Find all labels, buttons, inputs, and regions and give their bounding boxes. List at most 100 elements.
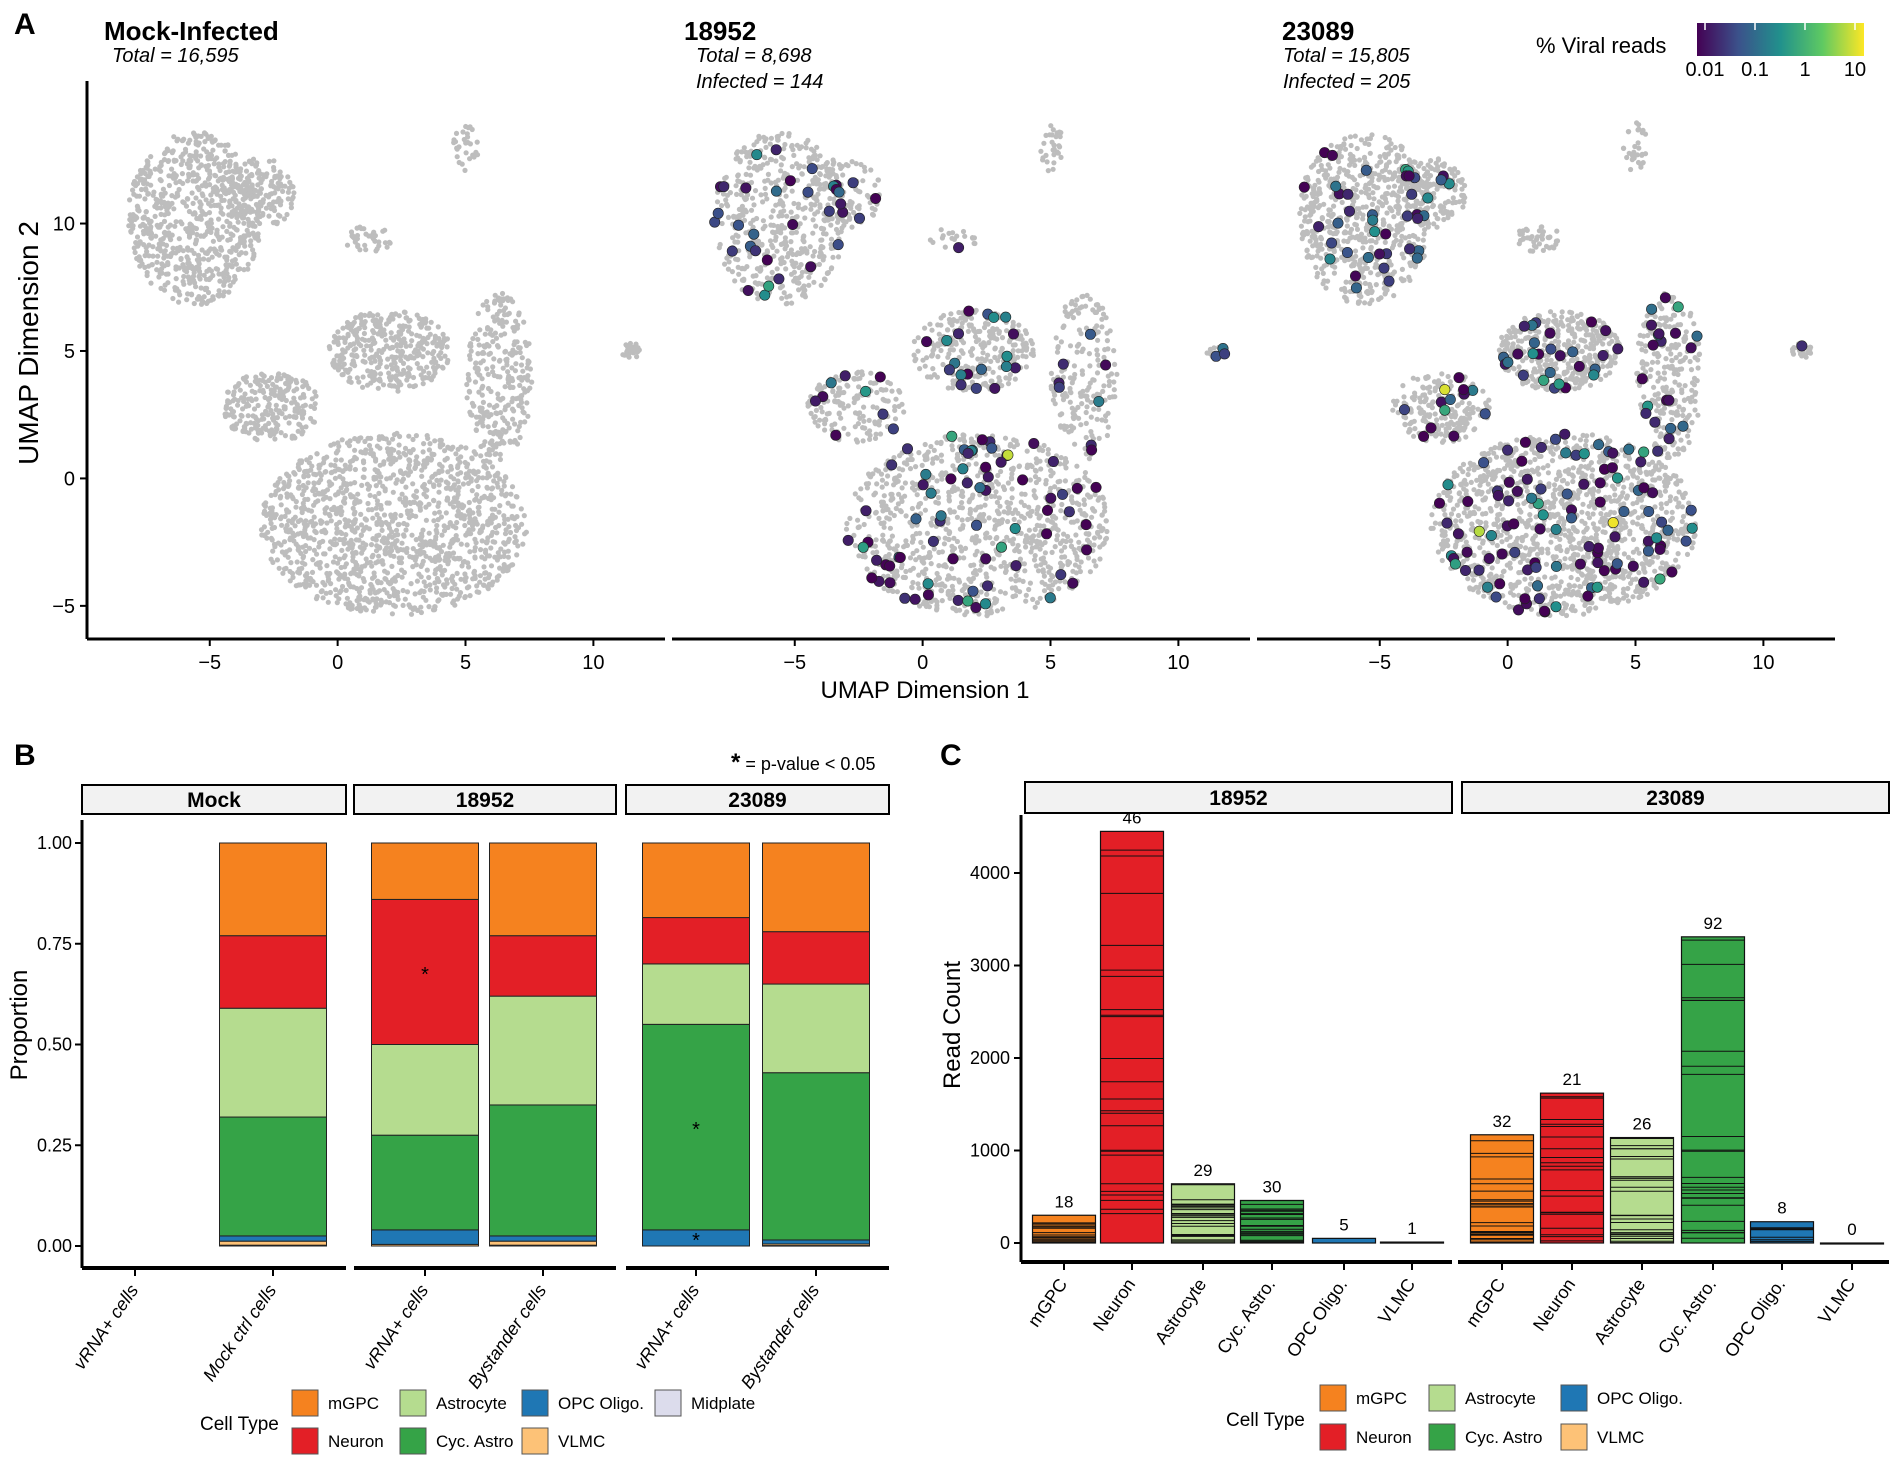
umap-cell-point <box>294 559 300 565</box>
umap-cell-point <box>992 354 998 360</box>
umap-cell-point <box>456 593 462 599</box>
umap-cell-point <box>219 234 225 240</box>
umap-cell-point <box>769 242 775 248</box>
umap-cell-point <box>497 554 503 560</box>
umap-cell-point <box>247 206 253 212</box>
umap-cell-point <box>767 141 773 147</box>
umap-cell-point <box>433 536 439 542</box>
umap-cell-point <box>519 521 525 527</box>
umap-cell-point <box>241 267 247 273</box>
umap-cell-point <box>392 578 398 584</box>
umap-cell-point <box>370 608 377 614</box>
umap-cell-point <box>173 158 179 164</box>
umap-cell-point <box>330 559 337 565</box>
umap-cell-point <box>442 457 448 463</box>
umap-cell-point <box>374 543 380 549</box>
umap-cell-point <box>242 243 248 249</box>
umap-cell-point <box>322 530 329 536</box>
umap-cell-point <box>227 236 233 242</box>
umap-cell-point <box>485 304 491 310</box>
umap-cell-point <box>287 568 293 575</box>
umap-cell-point <box>956 457 962 463</box>
umap-cell-point <box>485 424 491 430</box>
umap-cell-point <box>410 374 417 381</box>
umap-cell-point <box>242 425 248 431</box>
umap-cell-point <box>292 435 298 441</box>
umap-cell-point <box>366 526 372 532</box>
umap-cell-point <box>346 443 352 449</box>
umap-cell-point <box>506 425 512 431</box>
umap-cell-point <box>370 552 376 558</box>
umap-cell-point <box>961 555 967 561</box>
umap-cell-point <box>497 503 503 509</box>
umap-cell-point <box>231 414 237 420</box>
umap-cell-point <box>1091 542 1097 548</box>
umap-cell-point <box>1005 480 1012 486</box>
umap-cell-point <box>376 516 382 522</box>
umap-cell-point <box>768 222 774 228</box>
umap-cell-point <box>960 228 967 235</box>
umap-cell-point <box>225 389 231 395</box>
facet-total-23089: Total = 15,805 <box>1283 45 1410 67</box>
umap-cell-point <box>475 505 481 511</box>
umap-cell-point <box>909 485 916 491</box>
umap-cell-point <box>454 513 460 519</box>
umap-cell-point <box>348 494 354 500</box>
umap-cell-point <box>395 532 401 538</box>
umap-cell-point <box>148 234 154 241</box>
umap-cell-point <box>387 377 394 383</box>
umap-cell-point <box>525 413 531 419</box>
umap-cell-point <box>864 566 870 572</box>
umap-cell-point <box>291 538 297 544</box>
umap-cell-point <box>427 587 433 593</box>
umap-cell-point <box>517 375 523 381</box>
umap-cell-point <box>281 216 287 222</box>
umap-cell-point <box>505 402 511 408</box>
umap-cell-point <box>521 375 527 381</box>
umap-cell-point <box>852 491 858 497</box>
umap-cell-point <box>983 495 989 501</box>
umap-cell-point <box>372 604 378 610</box>
umap-cell-point <box>990 369 996 375</box>
umap-cell-point <box>167 253 174 260</box>
umap-cell-point <box>1067 375 1073 381</box>
umap-cell-point <box>283 397 289 404</box>
umap-cell-point <box>389 611 395 617</box>
umap-cell-point <box>987 535 993 541</box>
umap-cell-point <box>383 337 389 343</box>
umap-cell-point <box>176 299 182 305</box>
umap-cell-point <box>1003 375 1009 381</box>
umap-cell-point <box>1084 292 1090 298</box>
umap-cell-point <box>801 239 807 245</box>
umap-cell-point <box>362 352 368 358</box>
umap-cell-point <box>1041 140 1047 146</box>
umap-cell-point <box>356 379 362 385</box>
umap-cell-point <box>500 568 506 574</box>
umap-cell-point <box>938 227 944 233</box>
colorbar-tick-label: 0.01 <box>1686 59 1725 81</box>
umap-cell-point <box>968 315 975 321</box>
umap-cell-point <box>872 182 878 188</box>
umap-cell-point <box>195 158 201 164</box>
umap-cell-point <box>941 541 948 547</box>
umap-cell-point <box>979 562 985 568</box>
umap-cell-point <box>881 585 887 592</box>
umap-cell-point <box>1002 435 1009 441</box>
umap-cell-point <box>218 245 224 251</box>
umap-cell-point <box>384 343 390 349</box>
umap-cell-point <box>386 370 392 376</box>
umap-cell-point <box>494 343 501 349</box>
umap-cell-point <box>1023 330 1029 336</box>
umap-cell-point <box>488 545 494 551</box>
umap-cell-point <box>476 509 482 515</box>
umap-cell-point <box>384 590 390 596</box>
umap-cell-point <box>332 536 338 542</box>
umap-cell-point <box>277 202 284 208</box>
umap-cell-point <box>1073 570 1079 576</box>
umap-cell-point <box>725 214 732 220</box>
umap-cell-point <box>181 136 187 142</box>
umap-cell-point <box>245 396 251 402</box>
umap-cell-point <box>399 348 405 354</box>
umap-cell-point <box>298 530 304 536</box>
umap-cell-point <box>208 246 214 252</box>
